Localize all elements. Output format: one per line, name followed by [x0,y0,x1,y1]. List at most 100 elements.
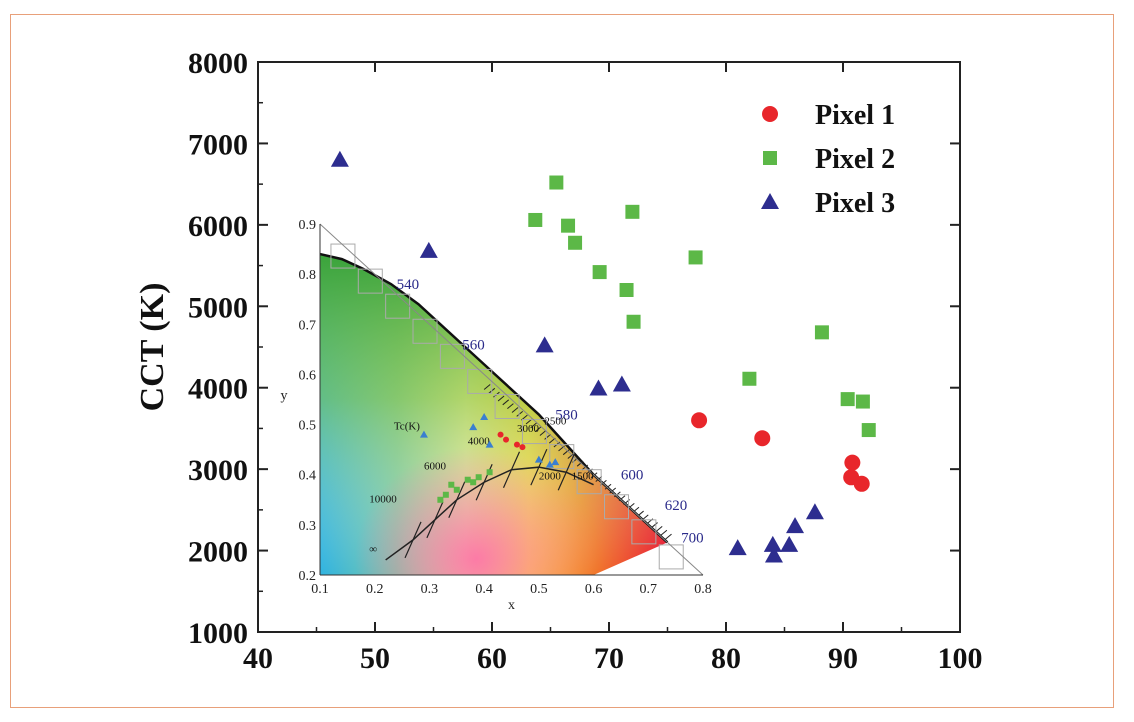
y-axis-title: CCT (K) [134,283,171,412]
cct-value-label: 6000 [424,461,447,473]
pixel3-data-point [786,517,805,534]
locus-tick [665,533,672,540]
inset-y-tick-label: 0.4 [299,469,317,484]
inset-y-tick-label: 0.3 [299,519,317,534]
pixel2-data-point [568,235,583,250]
legend-marker-pixel2 [763,151,777,165]
isotherm-line [557,453,575,491]
pixel1-data-point [853,475,870,492]
inset-x-tick-label: 0.1 [311,582,329,597]
inset-x-tick-label: 0.7 [640,582,658,597]
locus-tick [534,426,542,433]
pixel3-data-point [780,535,799,552]
locus-tick [637,510,644,517]
wavelength-label: 580 [555,408,578,424]
pixel1-data-point [754,430,771,447]
pixel3-data-point [419,241,438,258]
pixel2-data-point [592,265,607,280]
cie-gamut-purple-overlay [320,254,668,576]
x-tick-label: 50 [360,642,390,675]
y-tick-label: 5000 [188,291,248,324]
legend-label-pixel1: Pixel 1 [815,100,895,131]
isotherm-line [426,501,444,539]
wavelength-label: 540 [397,277,420,293]
inset-y-tick-label: 0.2 [299,569,317,584]
pixel2-data-point [528,212,543,227]
inset-diagonal [319,223,704,576]
inset-pixel3-marker [485,440,494,448]
legend: Pixel 1 Pixel 2 Pixel 3 [761,100,895,219]
locus-tick [511,407,519,413]
cct-value-label: 1500 [572,471,595,483]
inset-x-tick-label: 0.4 [475,582,493,597]
wavelength-label: 620 [665,498,688,514]
pixel2-data-point [619,283,634,297]
inset-pixel2-marker [486,469,493,476]
pixel2-data-point [742,371,757,386]
locus-tick [651,522,658,528]
y-tick-label: 1000 [188,617,248,650]
inset-pixel2-marker [470,479,477,486]
wavelength-label: 700 [681,530,704,546]
inset-pixel1-marker [513,441,520,448]
cct-value-label: 10000 [369,493,397,505]
legend-marker-pixel1 [762,106,778,122]
inset-x-tick-label: 0.6 [585,582,603,597]
pixel2-data-point [814,325,829,340]
locus-tick [641,514,649,521]
inset-y-tick-label: 0.8 [299,268,317,283]
pixel2-data-point [688,250,703,265]
inset-x-tick-label: 0.2 [366,582,384,597]
pixel3-data-point [589,379,608,396]
y-tick-label: 6000 [188,210,248,243]
inset-pixel3-marker [480,413,489,421]
inset-pixel3-marker [469,423,478,431]
inset-x-tick-label: 0.5 [530,582,548,597]
x-tick-label: 60 [477,642,507,675]
inset-y-tick-label: 0.7 [299,318,317,333]
inset-pixel1-marker [503,436,510,443]
locus-tick [660,529,668,536]
pixel2-data-point [625,204,640,219]
isotherm-line [448,481,466,519]
cct-axis-label: Tc(K) [394,421,420,433]
y-tick-label: 8000 [188,47,248,80]
inset-pixel2-marker [464,476,471,483]
locus-tick [507,403,514,410]
locus-tick [483,384,491,390]
x-tick-label: 90 [828,642,858,675]
inset-x-axis-label: x [508,598,515,613]
locus-tick [576,460,584,467]
inset-pixel3-marker [545,460,554,468]
plot-area: 40 50 60 70 80 90 100 1000 2000 3000 4000 5000 6000 7… [134,47,983,675]
pixel3-data-point [728,539,747,556]
pixel2-data-point [855,394,870,409]
locus-tick [502,399,510,406]
locus-tick [530,422,537,429]
inset-pixel2-marker [442,491,449,498]
pixel3-data-point [764,546,783,563]
isotherm-line [502,451,521,488]
cct-value-label: 2500 [544,416,567,428]
y-tick-label: 4000 [188,373,248,406]
figure-frame [10,14,1114,708]
inset-pixel2-marker [475,474,482,481]
isotherm-line [530,448,548,486]
inset-pixel3-marker [419,430,428,438]
legend-label-pixel3: Pixel 3 [815,188,895,219]
locus-tick [581,464,589,471]
x-tick-label: 100 [938,642,983,675]
locus-tick [497,395,505,402]
x-tick-label: 40 [243,642,273,675]
cct-value-label: 2000 [539,471,562,483]
y-tick-label: 7000 [188,128,248,161]
cct-value-label: 3000 [517,423,540,435]
y-tick-label: 3000 [188,454,248,487]
wavelength-label: 560 [462,337,485,353]
wavelength-label: 600 [621,468,644,484]
pixel2-data-point [840,392,855,407]
pixel2-data-point [861,423,876,438]
inset-y-tick-label: 0.9 [299,218,317,233]
pixel1-data-point [691,412,708,429]
